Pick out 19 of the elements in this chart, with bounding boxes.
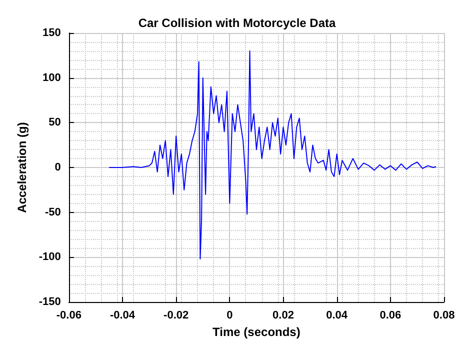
x-tick-label: -0.06 [56,310,82,322]
x-tick-label: 0.02 [272,310,294,322]
y-tick-label: 0 [54,162,61,174]
y-tick-label: -50 [45,206,61,218]
y-tick-label: 150 [42,27,61,39]
y-tick-label: -100 [38,251,61,264]
x-tick-label: 0 [226,310,233,322]
x-tick-label: 0.06 [380,310,402,322]
y-tick-label: 50 [48,116,61,129]
x-tick-label: -0.04 [110,310,136,322]
line-series [108,50,436,260]
x-tick-label: -0.02 [164,310,189,322]
chart-title: Car Collision with Motorcycle Data [138,16,336,30]
y-axis-title: Acceleration (g) [15,122,29,213]
x-tick-label: 0.08 [433,310,455,322]
y-tick-label: 100 [42,72,61,84]
x-tick-label: 0.04 [326,310,348,322]
x-axis-title: Time (seconds) [212,324,300,339]
y-tick-label: -150 [38,296,61,308]
